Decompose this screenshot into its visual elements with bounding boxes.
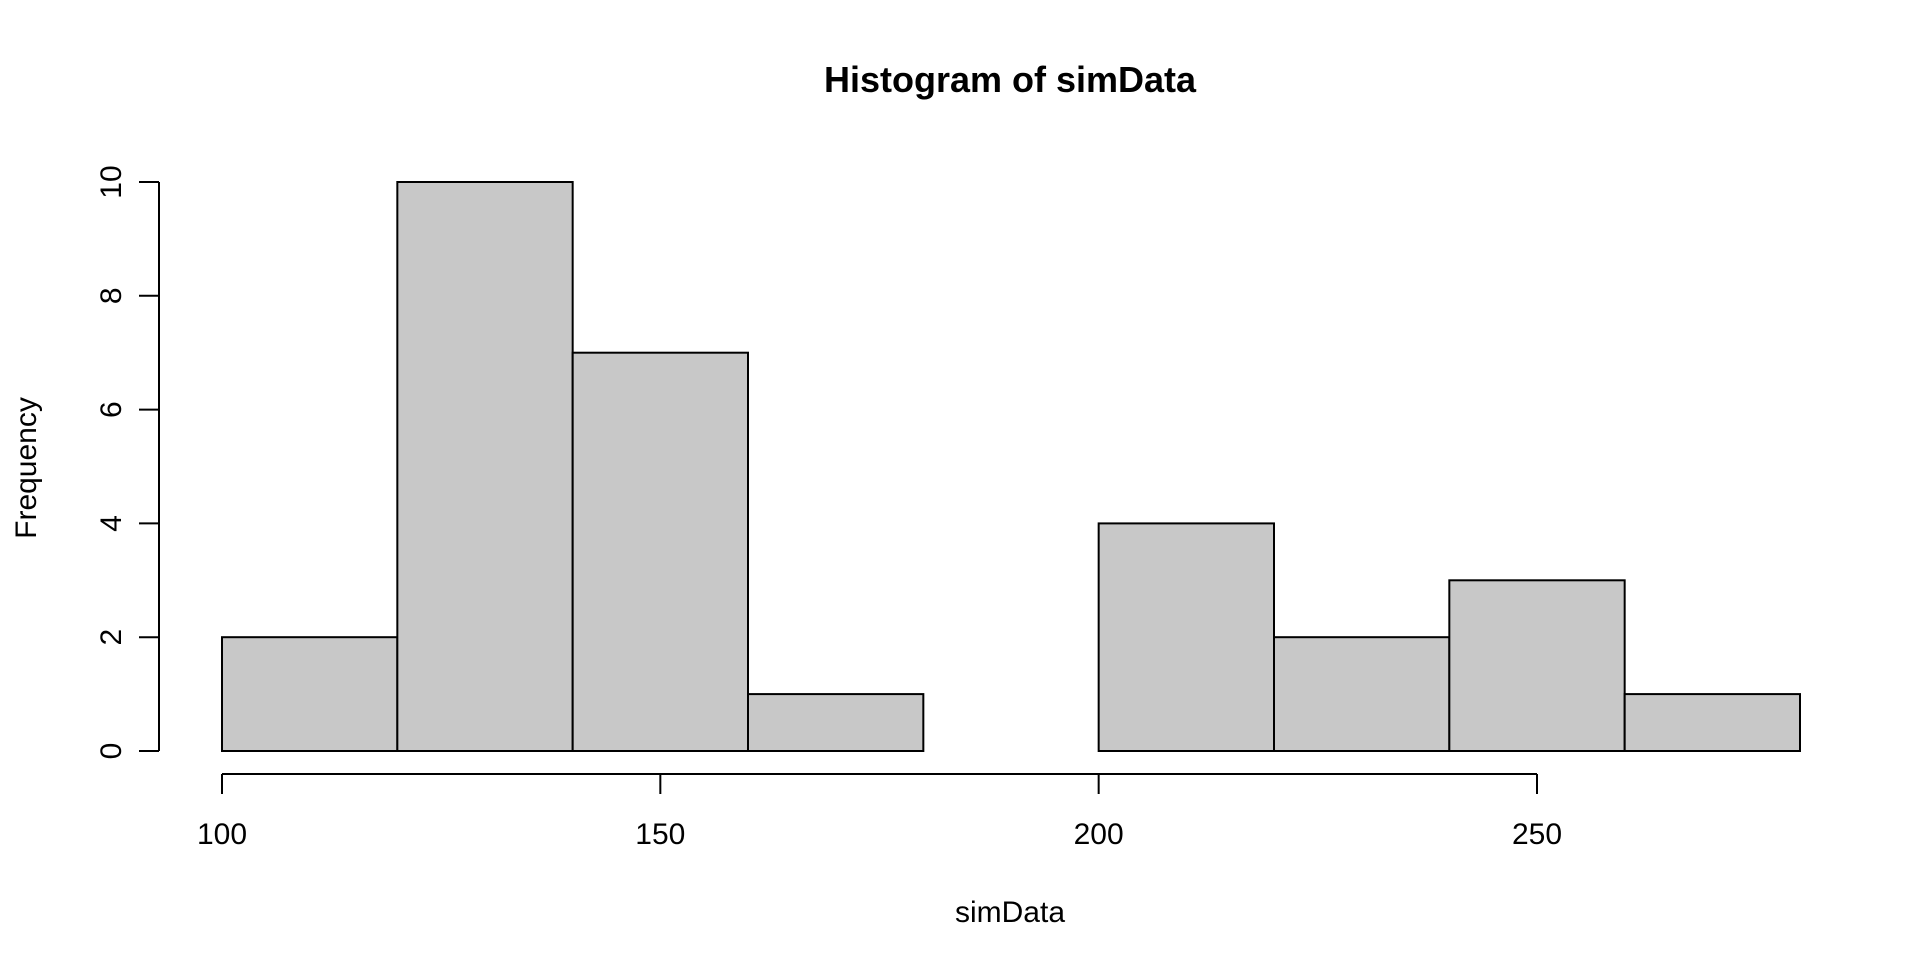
- histogram-bar-8: [1623, 693, 1801, 752]
- y-axis: 0 2 4 6 8 10: [95, 165, 160, 760]
- x-axis: 100 150 200 250: [197, 773, 1562, 851]
- x-tick-label-150: 150: [635, 818, 685, 851]
- histogram-bar-0: [221, 636, 399, 753]
- chart-title: Histogram of simData: [824, 59, 1197, 100]
- x-axis-label: simData: [955, 896, 1065, 929]
- histogram-bar-6: [1273, 636, 1451, 753]
- x-tick-label-200: 200: [1074, 818, 1124, 851]
- histogram-bar-7: [1448, 579, 1626, 752]
- histogram-bar-5: [1097, 522, 1275, 753]
- y-tick-label-10: 10: [95, 165, 128, 198]
- histogram-bar-3: [747, 693, 925, 752]
- x-tick-label-250: 250: [1512, 818, 1562, 851]
- x-tick-label-100: 100: [197, 818, 247, 851]
- y-tick-label-8: 8: [95, 287, 128, 304]
- y-tick-label-0: 0: [95, 743, 128, 760]
- y-tick-label-4: 4: [95, 515, 128, 532]
- histogram-bar-1: [396, 181, 574, 752]
- histogram-bar-2: [571, 351, 750, 752]
- bars-group: [221, 181, 1801, 753]
- y-axis-label: Frequency: [10, 397, 43, 539]
- y-tick-label-6: 6: [95, 401, 128, 418]
- y-tick-label-2: 2: [95, 629, 128, 646]
